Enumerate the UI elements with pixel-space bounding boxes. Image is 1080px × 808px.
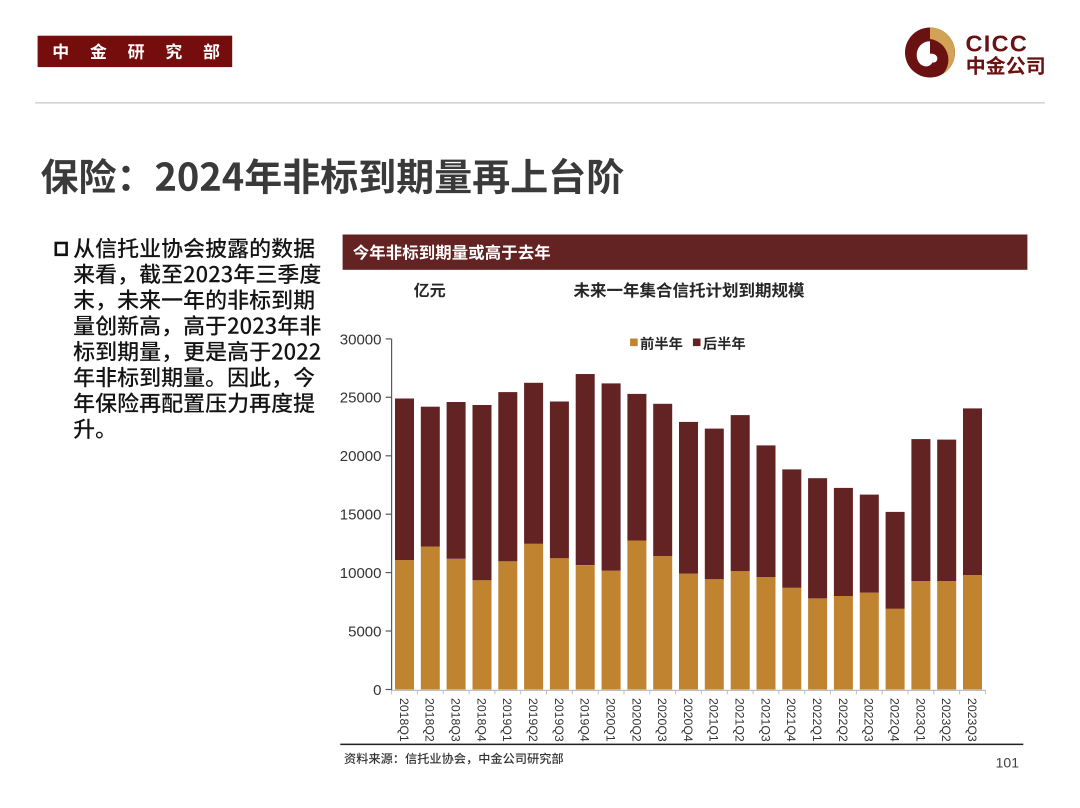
svg-text:2021Q1: 2021Q1 [707, 698, 721, 742]
svg-text:15000: 15000 [340, 507, 382, 524]
svg-text:2022Q4: 2022Q4 [888, 698, 902, 742]
svg-text:2023Q2: 2023Q2 [939, 698, 953, 742]
svg-text:CICC: CICC [966, 30, 1029, 56]
svg-text:2018Q1: 2018Q1 [397, 698, 411, 742]
svg-text:2023Q3: 2023Q3 [965, 698, 979, 742]
svg-text:20000: 20000 [340, 448, 382, 465]
svg-text:2019Q2: 2019Q2 [526, 698, 540, 742]
svg-text:2021Q4: 2021Q4 [784, 698, 798, 742]
svg-text:2020Q4: 2020Q4 [681, 698, 695, 742]
svg-text:10000: 10000 [340, 565, 382, 582]
svg-text:2023Q1: 2023Q1 [913, 698, 927, 742]
svg-text:2018Q2: 2018Q2 [423, 698, 437, 742]
svg-text:2018Q3: 2018Q3 [449, 698, 463, 742]
svg-text:2022Q3: 2022Q3 [862, 698, 876, 742]
svg-text:2018Q4: 2018Q4 [474, 698, 488, 742]
svg-text:2020Q1: 2020Q1 [604, 698, 618, 742]
svg-text:2021Q3: 2021Q3 [758, 698, 772, 742]
svg-text:2021Q2: 2021Q2 [733, 698, 747, 742]
svg-text:2020Q3: 2020Q3 [655, 698, 669, 742]
svg-text:2019Q3: 2019Q3 [552, 698, 566, 742]
svg-text:2022Q2: 2022Q2 [836, 698, 850, 742]
svg-text:0: 0 [373, 682, 381, 699]
svg-text:2020Q2: 2020Q2 [629, 698, 643, 742]
svg-text:2019Q1: 2019Q1 [500, 698, 514, 742]
svg-text:2019Q4: 2019Q4 [578, 698, 592, 742]
svg-text:101: 101 [996, 754, 1020, 770]
svg-text:5000: 5000 [348, 623, 381, 640]
svg-text:30000: 30000 [340, 331, 382, 348]
svg-text:2022Q1: 2022Q1 [810, 698, 824, 742]
svg-text:25000: 25000 [340, 390, 382, 407]
